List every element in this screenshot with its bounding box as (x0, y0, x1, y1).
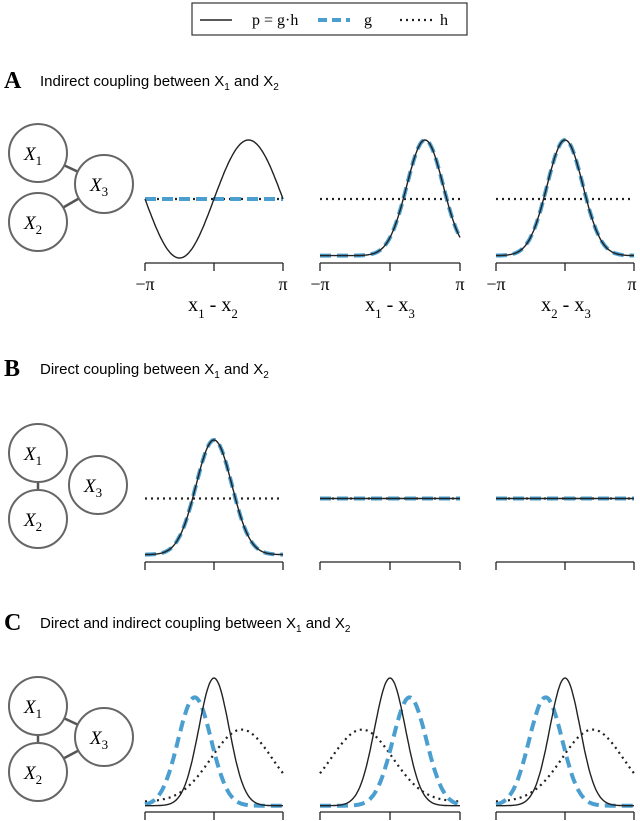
legend-label-p: p = g·h (252, 12, 298, 29)
tick-right-1: π (278, 274, 287, 294)
graph-c: X1 X2 X3 (8, 676, 134, 802)
node-x1-label: X1 (23, 444, 42, 468)
plot-a-3 (495, 137, 635, 271)
panel-b-header: B Direct coupling between X1 and X2 (4, 356, 269, 382)
curve-g (145, 437, 283, 557)
panel-letter-a: A (4, 68, 22, 94)
tick-right-3: π (627, 274, 636, 294)
plot-a-2 (319, 137, 462, 271)
node-x3-label: X3 (89, 175, 108, 199)
node-x2-label: X2 (23, 213, 42, 237)
graph-b: X1 X2 X3 (8, 423, 128, 549)
tick-right-2: π (455, 274, 464, 294)
node-x1 (8, 123, 68, 183)
tick-left-1: −π (135, 274, 154, 294)
plot-b-1 (144, 437, 284, 570)
curve-g (320, 695, 461, 808)
plot-c-3 (495, 677, 635, 820)
curve-h (319, 728, 461, 803)
graph-a: X1 X2 X3 (8, 123, 134, 252)
panel-b-title: Direct coupling between X1 and X2 (40, 361, 269, 381)
plot-c-2 (319, 677, 461, 820)
curve-h (144, 728, 284, 803)
panel-c-header: C Direct and indirect coupling between X… (4, 610, 351, 636)
plot-b-2 (319, 496, 461, 570)
node-x2 (8, 489, 68, 549)
legend-box (191, 2, 468, 36)
node-x2 (8, 192, 68, 252)
node-x1-label: X1 (23, 144, 42, 168)
panel-letter-b: B (4, 356, 20, 382)
plots (144, 137, 635, 820)
plot-a-1 (144, 139, 284, 271)
curve-g (144, 695, 283, 808)
node-x2-label: X2 (23, 763, 42, 787)
legend: p = g·h g h (191, 2, 468, 36)
curve-p (145, 439, 283, 556)
legend-label-g: g (364, 12, 372, 29)
xlabel-3: x2 - x3 (541, 294, 591, 321)
node-x1 (8, 423, 68, 483)
curve-p (495, 139, 635, 257)
node-x3-label: X3 (83, 476, 102, 500)
node-x1-label: X1 (23, 697, 42, 721)
panel-letter-c: C (4, 610, 21, 636)
node-x2 (8, 742, 68, 802)
node-x2-label: X2 (23, 510, 42, 534)
panel-a-header: A Indirect coupling between X1 and X2 (4, 68, 279, 94)
curve-p (145, 677, 283, 807)
curve-p (144, 139, 284, 259)
plot-b-3 (495, 496, 635, 570)
curve-p (320, 677, 460, 807)
node-x3 (68, 455, 128, 515)
tick-left-3: −π (486, 274, 505, 294)
xlabel-2: x1 - x3 (365, 294, 415, 321)
node-x1 (8, 676, 68, 736)
curve-p (496, 677, 634, 807)
curve-g (495, 695, 634, 808)
panel-c-title: Direct and indirect coupling between X1 … (40, 615, 351, 635)
node-x3 (74, 707, 134, 767)
node-x3 (74, 154, 134, 214)
tick-left-2: −π (310, 274, 329, 294)
legend-label-h: h (440, 12, 448, 29)
xlabel-1: x1 - x2 (188, 294, 238, 321)
plot-c-1 (144, 677, 284, 820)
curve-p (320, 139, 461, 257)
curve-h (495, 728, 635, 803)
curve-g (495, 137, 635, 258)
row-a-axis-labels: −π π x1 - x2 −π π x1 - x3 −π π x2 - x3 (135, 274, 636, 321)
node-x3-label: X3 (89, 728, 108, 752)
panel-a-title: Indirect coupling between X1 and X2 (40, 73, 279, 93)
